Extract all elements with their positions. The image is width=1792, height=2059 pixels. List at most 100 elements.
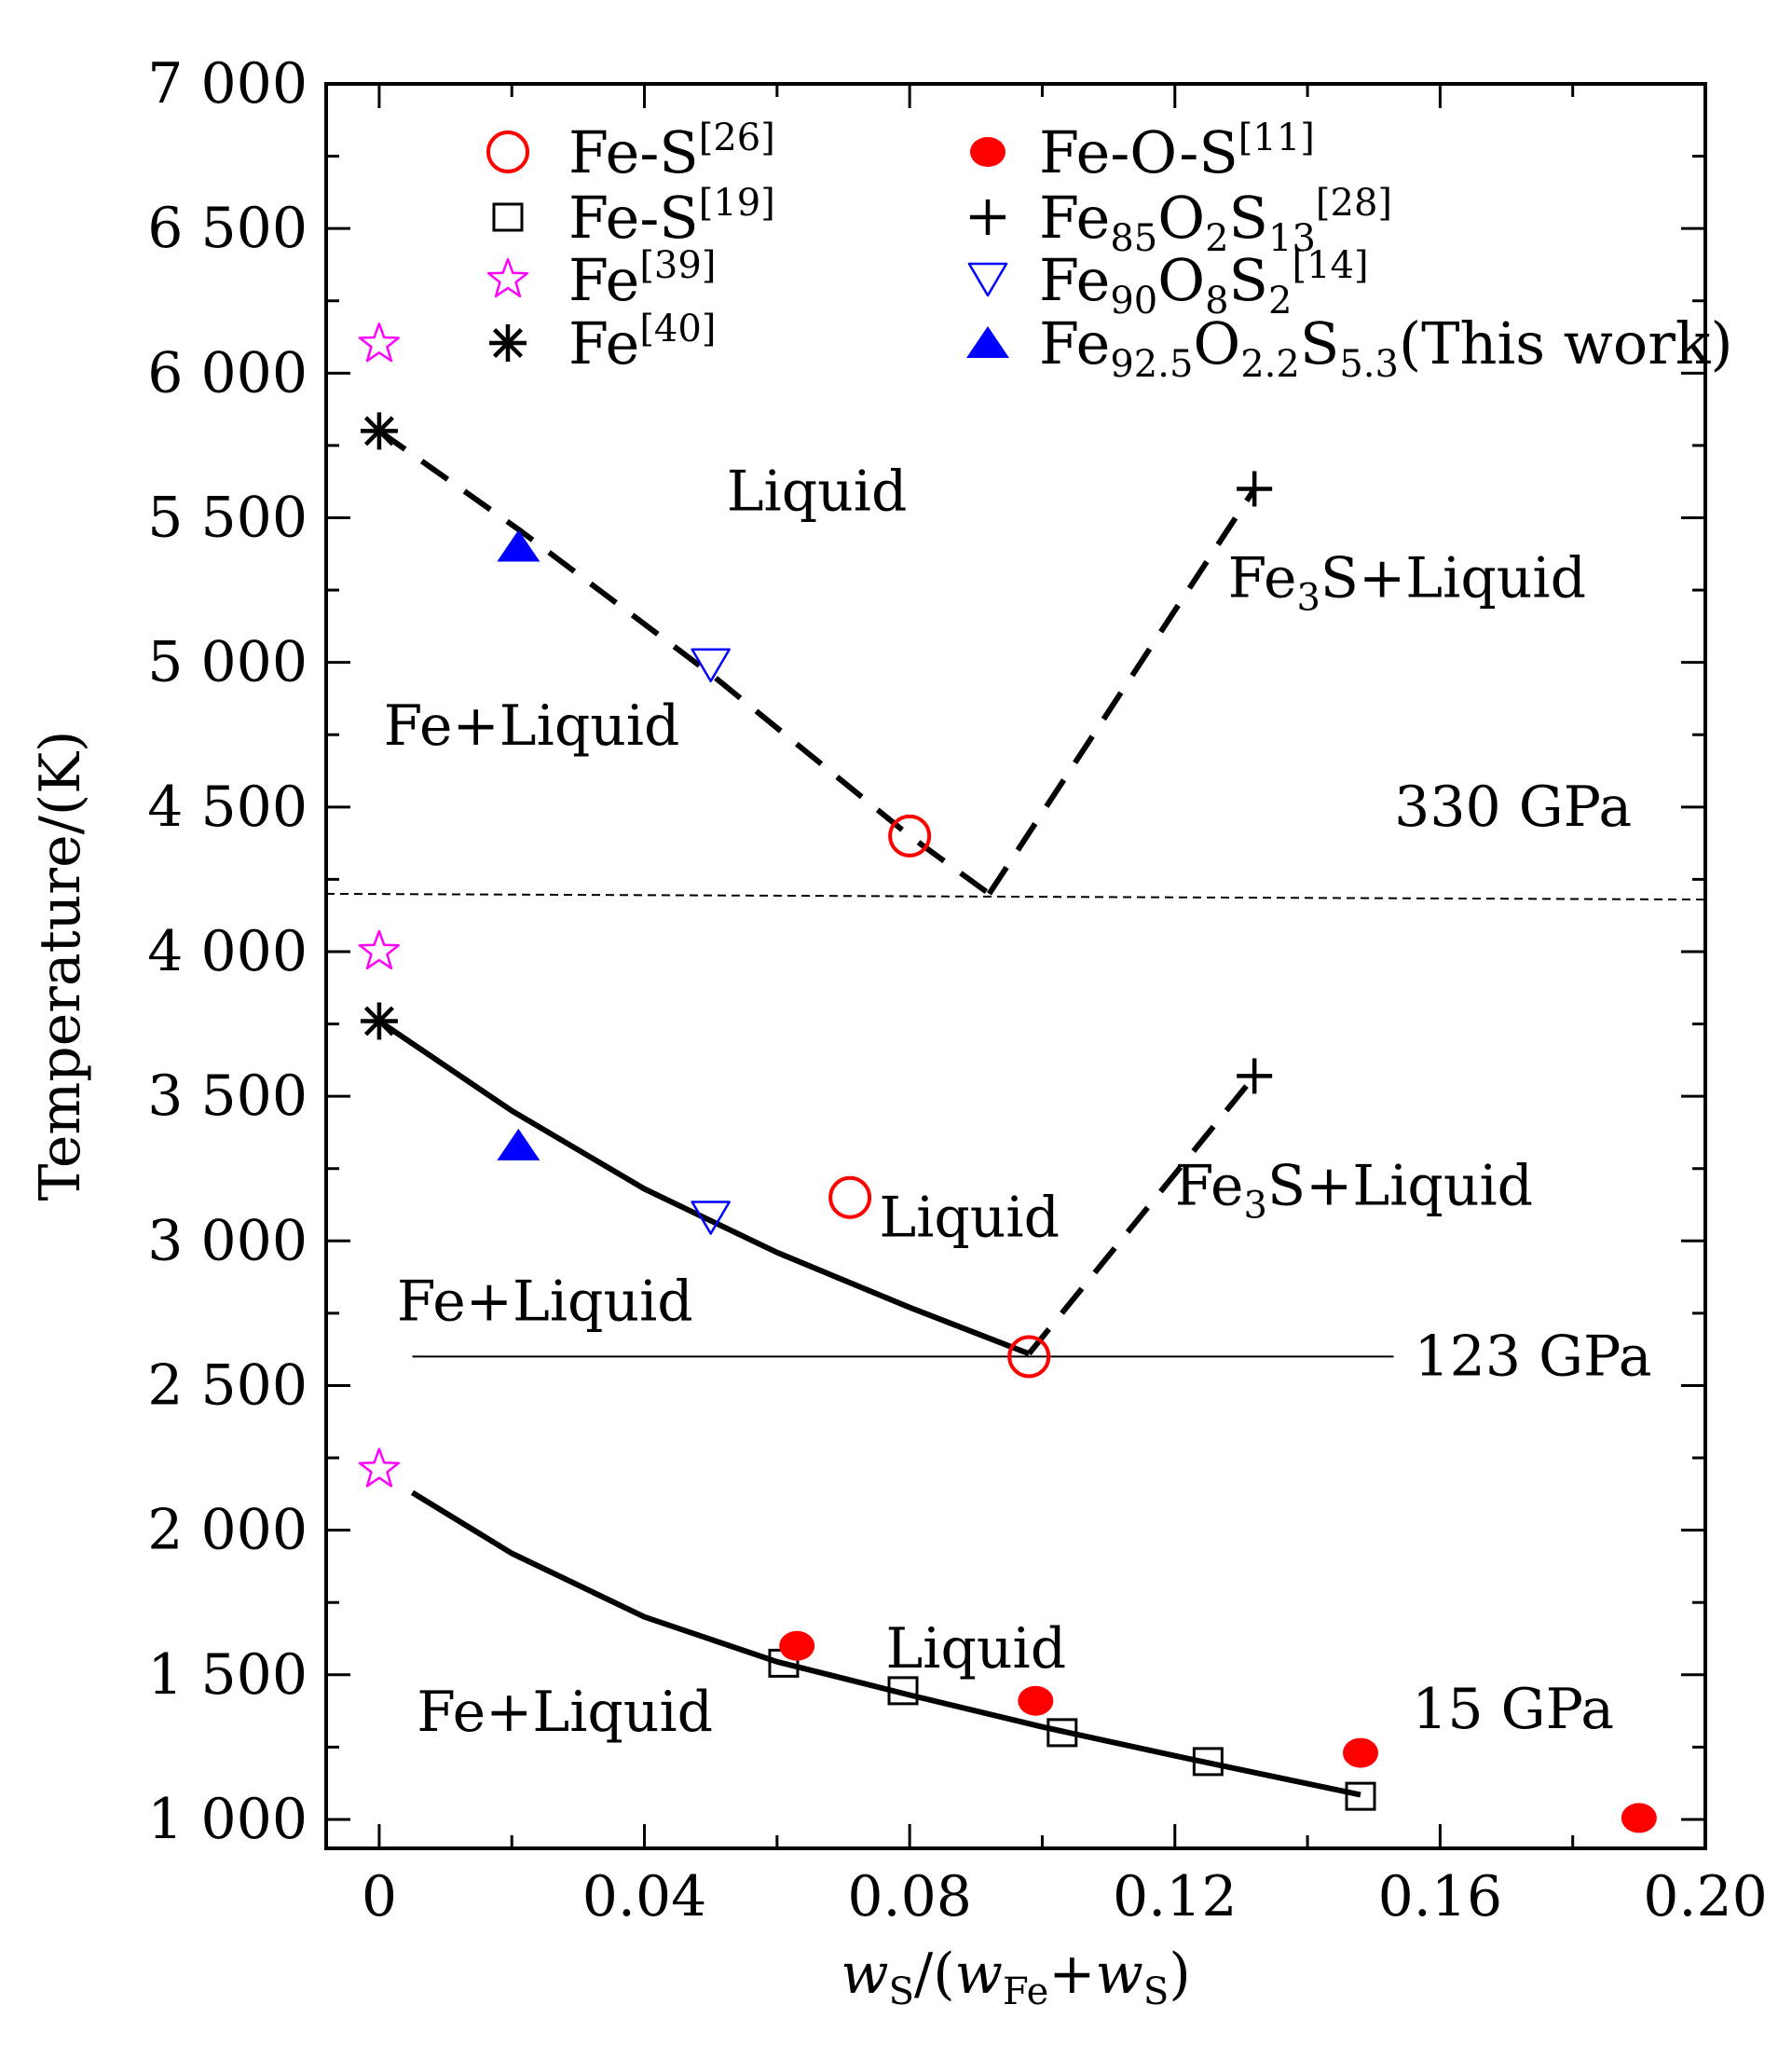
y-axis-label: Temperature/(K) <box>28 731 93 1201</box>
point-fe40-0-arm-3 <box>363 416 394 446</box>
point-fes19-2 <box>1046 1718 1078 1748</box>
point-feos11-3-shape <box>1621 1803 1657 1833</box>
legend: Fe-S[26]Fe-S[19]Fe[39]Fe[40]Fe-O-S[11]Fe… <box>486 117 1733 386</box>
legend-label-fe90-part-5: 2 <box>1268 280 1292 323</box>
x-axis-label-w2: w <box>955 1942 1003 2007</box>
annotation-fe3s123-part-0: Fe <box>1175 1153 1244 1218</box>
x-axis-label-plus: + <box>1048 1942 1095 2007</box>
legend-label-fe85-part-1: 85 <box>1110 217 1157 260</box>
point-feos11-1-shape <box>1018 1685 1054 1716</box>
annotation-feliq123: Fe+Liquid <box>397 1269 693 1334</box>
legend-label-fe40-part-1: [40] <box>639 308 716 350</box>
annotation-fe3s330-part-1: 3 <box>1296 577 1320 620</box>
legend-label-fes26-part-0: Fe-S <box>568 118 699 186</box>
legend-label-fe85-part-5: 13 <box>1268 217 1316 260</box>
point-feos11-2 <box>1343 1737 1378 1768</box>
legend-label-feos11-part-1: [11] <box>1238 117 1315 159</box>
legend-label-fe40-part-0: Fe <box>568 309 639 377</box>
point-fe90-0 <box>691 648 731 683</box>
legend-label-thiswork-part-2: O <box>1193 309 1240 377</box>
legend-label-fe39-part-0: Fe <box>568 246 639 314</box>
legend-label-fe40: Fe[40] <box>568 308 716 377</box>
legend-label-thiswork-part-6: (This work) <box>1399 309 1733 377</box>
point-fes26-1 <box>828 1175 872 1219</box>
legend-label-thiswork-part-3: 2.2 <box>1240 343 1300 386</box>
legend-marker-fe39 <box>486 257 529 298</box>
annotation-p123-part-0: 123 GPa <box>1415 1324 1652 1389</box>
legend-label-fe90-part-6: [14] <box>1292 244 1368 287</box>
point-feos11-2-shape <box>1343 1737 1378 1768</box>
y-tick-label-4500: 4 500 <box>147 775 308 840</box>
point-fe90-0-shape <box>691 648 731 683</box>
annotation-feliq330: Fe+Liquid <box>384 693 680 759</box>
x-axis-label-end: ) <box>1169 1942 1190 2007</box>
x-axis-label-mid: /( <box>914 1942 955 2007</box>
y-tick-label-5000: 5 000 <box>147 630 308 695</box>
point-fes19-1 <box>887 1676 919 1706</box>
legend-marker-fes26-shape <box>486 130 529 173</box>
legend-marker-fe39-shape <box>486 257 529 298</box>
annotation-fe3s123-part-2: S+Liquid <box>1267 1153 1533 1218</box>
legend-label-fe90: Fe90O8S2[14] <box>1039 244 1369 323</box>
point-fe40-1-arm-3 <box>363 1006 394 1036</box>
point-fes26-1-shape <box>828 1175 872 1219</box>
legend-label-thiswork-part-4: S <box>1300 309 1339 377</box>
point-fes19-2-shape <box>1046 1718 1078 1748</box>
annotation-p123: 123 GPa <box>1415 1324 1652 1389</box>
legend-label-feos11: Fe-O-S[11] <box>1039 117 1315 186</box>
legend-label-thiswork-part-0: Fe <box>1039 309 1110 377</box>
point-thiswork-0-shape <box>497 529 540 562</box>
legend-marker-feos11-shape <box>970 137 1005 167</box>
annotation-liq15: Liquid <box>885 1616 1066 1682</box>
axes: 1 000 1 500 2 000 2 500 3 000 3 500 4 000 4 500… <box>147 51 1768 1929</box>
point-feos11-0-shape <box>779 1630 815 1661</box>
point-fes26-0-shape <box>888 814 932 858</box>
annotation-p330-part-0: 330 GPa <box>1394 775 1632 840</box>
x-tick-label-0-16: 0.16 <box>1378 1864 1503 1929</box>
plot-frame <box>324 82 1707 1850</box>
point-fe39-1-shape <box>358 929 401 970</box>
legend-label-fes19: Fe-S[19] <box>568 182 775 252</box>
point-fe39-2 <box>358 1448 401 1488</box>
legend-marker-fe40 <box>489 324 527 362</box>
x-tick-label-0-04: 0.04 <box>582 1864 707 1929</box>
curve-15-gpa-liquidus <box>410 1489 1361 1798</box>
annotation-liq330: Liquid <box>727 460 908 525</box>
y-tick-label-4000: 4 000 <box>147 919 308 984</box>
point-fe90-1-shape <box>691 1201 731 1235</box>
y-tick-label-1500: 1 500 <box>147 1642 308 1708</box>
y-tick-label-5500: 5 500 <box>147 485 308 550</box>
point-feos11-0 <box>779 1630 815 1661</box>
point-thiswork-1-shape <box>497 1128 540 1160</box>
legend-label-fe85-part-4: S <box>1229 184 1268 252</box>
annotation-fe3s123: Fe3S+Liquid <box>1175 1153 1533 1227</box>
legend-marker-fe90 <box>967 262 1008 297</box>
curve-123-gpa-liquidus-fe3s-side <box>1026 1074 1257 1356</box>
legend-label-fe39: Fe[39] <box>568 244 716 314</box>
annotation-p15: 15 GPa <box>1412 1677 1614 1742</box>
legend-marker-fe90-shape <box>967 262 1008 297</box>
annotation-feliq15: Fe+Liquid <box>417 1680 713 1745</box>
point-fes26-0 <box>888 814 932 858</box>
legend-marker-feos11 <box>970 137 1005 167</box>
legend-label-fe90-part-4: S <box>1229 246 1268 314</box>
legend-label-fe85-part-6: [28] <box>1316 182 1392 225</box>
y-tick-label-2500: 2 500 <box>147 1352 308 1418</box>
y-tick-label-6500: 6 500 <box>147 196 308 261</box>
legend-marker-fes26 <box>486 130 529 173</box>
y-tick-label-3000: 3 000 <box>147 1208 308 1273</box>
annotation-liq15-part-0: Liquid <box>885 1616 1066 1682</box>
legend-label-fes26: Fe-S[26] <box>568 117 775 186</box>
legend-label-feos11-part-0: Fe-O-S <box>1039 118 1238 186</box>
point-fes26-2-shape <box>1007 1335 1051 1379</box>
curve-330-gpa-liquidus-fe3s-side <box>986 487 1257 896</box>
x-axis-label-sub1: S <box>889 1970 914 2013</box>
y-tick-label-2000: 2 000 <box>147 1498 308 1563</box>
x-tick-label-0: 0 <box>362 1864 397 1929</box>
legend-marker-thiswork-shape <box>966 326 1009 358</box>
point-fe39-0 <box>358 323 401 363</box>
curve-330-gpa-liquidus-fe-side <box>377 428 992 897</box>
legend-marker-fe85 <box>970 199 1005 235</box>
